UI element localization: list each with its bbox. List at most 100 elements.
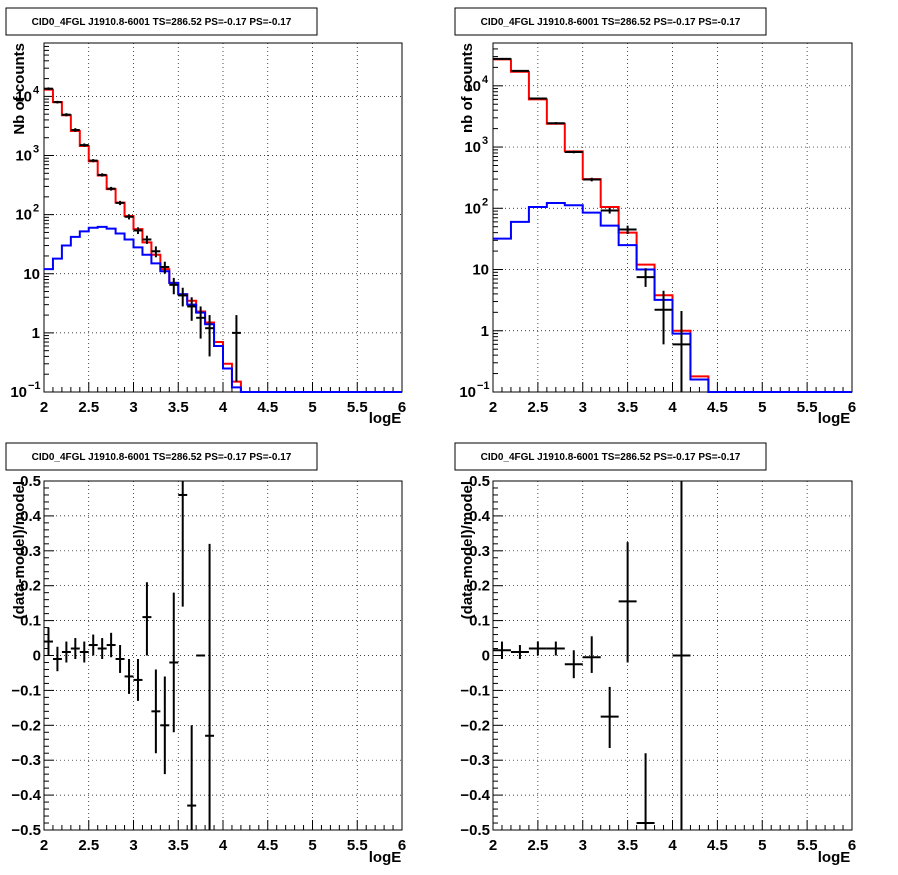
x-tick-label: 2: [489, 837, 497, 854]
y-tick-label: −0.3: [11, 752, 41, 769]
y-tick-label: −0.2: [11, 717, 41, 734]
y-tick-exponent: −1: [28, 380, 41, 392]
x-axis-title: logE: [818, 849, 851, 866]
x-tick-label: 6: [848, 399, 856, 416]
y-tick-label: 0.2: [20, 578, 41, 595]
chart-title: CID0_4FGL J1910.8-6001 TS=286.52 PS=-0.1…: [32, 17, 292, 28]
y-tick-exponent: −1: [477, 380, 490, 392]
y-tick-label: 10: [23, 266, 40, 283]
y-tick-label: −0.4: [11, 787, 41, 804]
hist-series-1: [493, 201, 852, 393]
y-tick-label: −0.1: [11, 682, 41, 699]
y-tick-exponent: 3: [33, 144, 39, 156]
y-tick-exponent: 2: [33, 203, 39, 215]
x-tick-label: 4.5: [707, 837, 728, 854]
x-tick-label: 2: [489, 399, 497, 416]
x-tick-label: 2.5: [78, 399, 99, 416]
y-tick-label: 0.5: [20, 473, 41, 490]
x-tick-label: 5: [308, 837, 316, 854]
y-tick-label: −0.2: [460, 717, 490, 734]
x-tick-label: 4: [668, 837, 677, 854]
x-tick-label: 5: [758, 399, 766, 416]
y-tick-label: 0.3: [20, 543, 41, 560]
y-tick-label: −0.5: [460, 822, 490, 839]
y-tick-label: 1: [32, 325, 40, 342]
chart-title-box: [5, 7, 318, 36]
x-tick-label: 5: [308, 399, 316, 416]
y-tick-label: 0.1: [20, 613, 41, 630]
x-tick-label: 2: [40, 399, 48, 416]
chart-title-box: [5, 442, 318, 471]
x-axis-title: logE: [369, 849, 402, 866]
chart-title: CID0_4FGL J1910.8-6001 TS=286.52 PS=-0.1…: [481, 17, 741, 28]
x-tick-label: 4: [668, 399, 677, 416]
y-tick-label: 10: [464, 78, 481, 95]
x-tick-label: 2.5: [527, 399, 548, 416]
y-tick-exponent: 2: [482, 196, 488, 208]
x-tick-label: 3.5: [617, 399, 638, 416]
chart-title: CID0_4FGL J1910.8-6001 TS=286.52 PS=-0.1…: [32, 452, 292, 463]
chart-title-box: [454, 7, 767, 36]
y-tick-label: 0.3: [469, 543, 490, 560]
hist-series-0: [493, 58, 852, 393]
y-tick-label: 10: [15, 148, 32, 165]
chart-panel-bottom-right: CID0_4FGL J1910.8-6001 TS=286.52 PS=-0.1…: [454, 442, 856, 866]
chart-title-box: [454, 442, 767, 471]
x-tick-label: 4.5: [707, 399, 728, 416]
x-tick-label: 3: [579, 837, 587, 854]
chart-panel-top-left: CID0_4FGL J1910.8-6001 TS=286.52 PS=-0.1…: [5, 7, 406, 427]
plot-frame: [492, 42, 853, 393]
y-tick-label: 0.1: [469, 613, 490, 630]
chart-panel-top-right: CID0_4FGL J1910.8-6001 TS=286.52 PS=-0.1…: [454, 7, 856, 427]
y-axis-title: nb of counts: [459, 43, 476, 133]
y-tick-label: 0.2: [469, 578, 490, 595]
y-tick-exponent: 4: [482, 74, 489, 86]
y-axis-title: Nb of counts: [11, 43, 28, 135]
x-tick-label: 2.5: [78, 837, 99, 854]
x-tick-label: 3.5: [617, 837, 638, 854]
y-tick-label: 0.4: [20, 508, 42, 525]
y-tick-label: 10: [459, 384, 476, 401]
y-tick-label: 10: [15, 207, 32, 224]
chart-title: CID0_4FGL J1910.8-6001 TS=286.52 PS=-0.1…: [481, 452, 741, 463]
x-tick-label: 5.5: [347, 399, 368, 416]
x-tick-label: 4: [219, 399, 228, 416]
x-axis-title: logE: [818, 410, 851, 427]
chart-panel-bottom-left: CID0_4FGL J1910.8-6001 TS=286.52 PS=-0.1…: [5, 442, 406, 866]
y-tick-label: −0.5: [11, 822, 41, 839]
y-tick-exponent: 4: [33, 84, 40, 96]
x-tick-label: 4: [219, 837, 228, 854]
y-tick-exponent: 3: [482, 135, 488, 147]
y-tick-label: 10: [15, 88, 32, 105]
y-tick-label: 0.5: [469, 473, 490, 490]
y-axis-title: (data-model)/model: [11, 481, 28, 619]
x-tick-label: 4.5: [257, 399, 278, 416]
x-tick-label: 3: [129, 837, 137, 854]
x-tick-label: 6: [398, 837, 406, 854]
hist-series-1: [44, 225, 402, 393]
y-tick-label: 10: [10, 384, 27, 401]
y-tick-label: −0.1: [460, 682, 490, 699]
y-tick-label: 1: [481, 323, 489, 340]
y-tick-label: −0.4: [460, 787, 490, 804]
x-tick-label: 4.5: [257, 837, 278, 854]
x-tick-label: 6: [848, 837, 856, 854]
y-tick-label: 0.4: [469, 508, 491, 525]
y-axis-title: (data-model)/model: [459, 481, 476, 619]
x-tick-label: 3: [579, 399, 587, 416]
x-tick-label: 5.5: [797, 399, 818, 416]
y-tick-label: 10: [464, 139, 481, 156]
y-tick-label: −0.3: [460, 752, 490, 769]
x-tick-label: 5: [758, 837, 766, 854]
plot-frame: [43, 480, 403, 831]
x-tick-label: 2.5: [527, 837, 548, 854]
x-tick-label: 5.5: [797, 837, 818, 854]
plot-frame: [492, 480, 853, 831]
y-tick-label: 0: [482, 648, 490, 665]
x-axis-title: logE: [369, 410, 402, 427]
y-tick-label: 10: [464, 200, 481, 217]
y-tick-label: 0: [33, 648, 41, 665]
x-tick-label: 3.5: [168, 399, 189, 416]
plot-frame: [43, 42, 403, 393]
